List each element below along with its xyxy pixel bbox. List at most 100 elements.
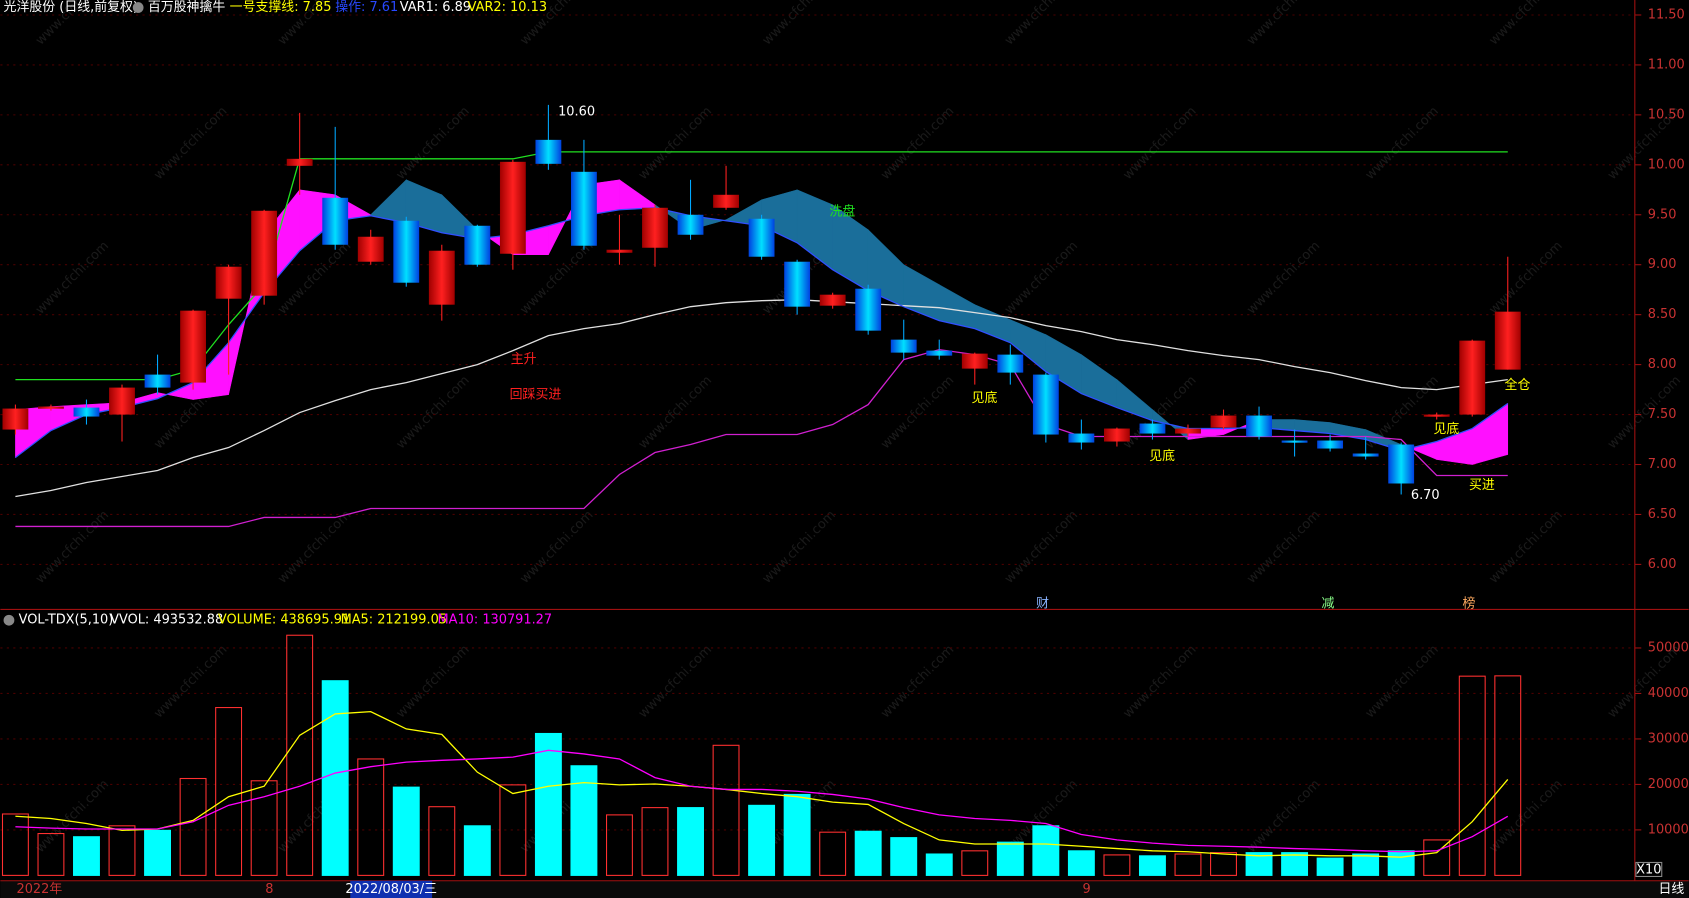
volume-bar [819, 831, 847, 876]
candle-body [606, 249, 633, 253]
legend-entry: VAR1: 6.89 [400, 0, 471, 15]
candle-body [1388, 444, 1415, 484]
volume-bar [748, 804, 776, 876]
annotation: 10.60 [558, 104, 595, 119]
y-tick-label: 10000 [1648, 822, 1689, 837]
candle-body [499, 161, 526, 254]
unit-box [1635, 861, 1663, 878]
candle-body [109, 387, 135, 415]
unit-label: X10 [1636, 863, 1661, 878]
menu-icon[interactable] [132, 2, 144, 13]
volume-bar [321, 680, 349, 876]
candle-body [322, 197, 349, 245]
y-tick-label: 9.50 [1648, 207, 1677, 222]
volume-bar [215, 707, 243, 876]
annotation: 买进 [1469, 478, 1495, 493]
chart-title: 光洋股份 (日线,前复权) [4, 0, 138, 15]
legend-entry: MA10: 130791.27 [437, 613, 552, 628]
candle-body [997, 354, 1024, 373]
candle-body [215, 266, 242, 299]
volume-bar [1032, 825, 1060, 876]
candle-body [286, 158, 313, 166]
candle-body [1494, 311, 1521, 370]
annotation: 回踩买进 [510, 388, 562, 403]
candle-body [393, 220, 420, 283]
candle-body [1352, 453, 1379, 457]
volume-bar [1281, 852, 1309, 876]
volume-bar [783, 793, 811, 876]
candle-body [1246, 415, 1272, 437]
volume-bar [1067, 850, 1095, 876]
candle-body [1175, 428, 1201, 434]
legend-entry: 操作: 7.61 [335, 0, 398, 15]
volume-bar [1, 813, 29, 876]
candle-body [677, 214, 704, 235]
volume-bar [1316, 857, 1344, 876]
indicator-line [15, 299, 1508, 498]
volume-bar [606, 814, 633, 876]
candle-body [713, 194, 739, 208]
candle-body [180, 310, 206, 383]
vvol-label: VVOL: 493532.88 [110, 613, 223, 628]
candle-body [73, 407, 100, 417]
volume-ma-line [15, 749, 1509, 853]
y-tick-label: 6.00 [1648, 557, 1677, 572]
volume-bar [534, 732, 562, 876]
candle-body [535, 139, 562, 164]
volume-bar [250, 780, 278, 876]
y-tick-label: 9.00 [1648, 257, 1677, 272]
y-tick-label: 30000 [1648, 731, 1689, 746]
y-tick-label: 50000 [1648, 640, 1689, 655]
candle-body [1068, 433, 1095, 443]
volume-bar [854, 830, 882, 876]
volume-bar [499, 784, 527, 876]
volume-bar [463, 825, 491, 876]
volume-bar [1387, 850, 1415, 876]
annotation: 6.70 [1411, 488, 1440, 503]
legend-entry: VOLUME: 438695.91 [218, 613, 350, 628]
annotation: 见底 [1149, 448, 1175, 464]
indicator-name: 百万股神擒牛 [148, 0, 226, 15]
annotation: 减 [1321, 597, 1334, 612]
y-tick-label: 20000 [1648, 777, 1689, 792]
y-tick-label: 8.50 [1648, 307, 1677, 322]
candle-body [1281, 440, 1308, 443]
candle-body [926, 350, 953, 356]
volume-bar [392, 786, 420, 876]
volume-bar [179, 777, 207, 876]
x-tick-label: 2022年 [16, 882, 62, 897]
y-tick-label: 11.50 [1648, 7, 1685, 22]
candle-body [251, 210, 278, 296]
time-axis [0, 880, 1689, 898]
candle-body [1423, 414, 1450, 417]
annotation: 主升 [511, 352, 537, 367]
volume-bar [996, 841, 1024, 876]
candle-body [642, 207, 668, 248]
period-label: 日线 [1659, 882, 1685, 897]
menu-icon[interactable] [3, 614, 15, 626]
volume-bar [641, 807, 669, 876]
annotation: 榜 [1463, 596, 1476, 612]
candle-body [784, 261, 811, 307]
x-tick-label: 8 [265, 882, 273, 897]
volume-bar [286, 634, 314, 876]
volume-bar [1245, 852, 1273, 876]
y-tick-label: 11.00 [1648, 57, 1685, 72]
volume-bar [712, 744, 740, 876]
candle-body [855, 288, 882, 331]
y-tick-label: 8.00 [1648, 357, 1677, 372]
candle-body [144, 374, 171, 388]
volume-bar [677, 807, 704, 876]
candle-body [890, 339, 917, 353]
volume-bar [1494, 675, 1522, 876]
volume-bar [73, 836, 100, 876]
volume-bar [428, 806, 456, 876]
y-tick-label: 7.50 [1648, 407, 1677, 422]
volume-bar [890, 837, 918, 876]
volume-bar [37, 833, 65, 876]
candle-body [2, 408, 29, 430]
candle-body [748, 218, 775, 257]
volume-title: VOL-TDX(5,10) [19, 613, 114, 628]
volume-bar [1210, 852, 1237, 876]
